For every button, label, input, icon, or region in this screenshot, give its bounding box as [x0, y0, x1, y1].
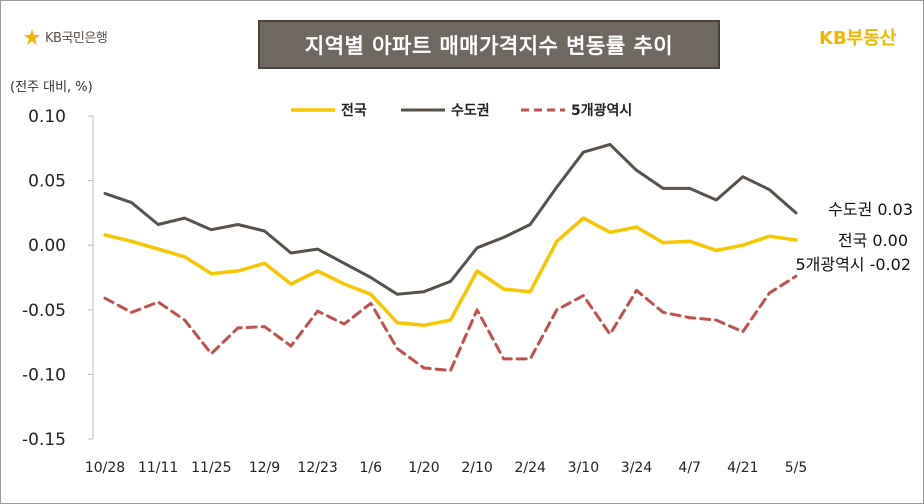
x-tick-label: 3/24: [621, 460, 653, 476]
x-tick-label: 12/9: [249, 460, 280, 476]
legend-label-2: 5개광역시: [571, 102, 632, 119]
series-line-0: [103, 216, 798, 328]
title-box: 지역별 아파트 매매가격지수 변동률 추이: [258, 20, 720, 69]
star-icon: [24, 28, 40, 45]
series-line-2: [103, 274, 798, 372]
kb-bank-logo: KB국민은행: [23, 27, 108, 46]
y-tick-label: 0.00: [28, 236, 66, 256]
y-axis-unit-label: (전주 대비, %): [10, 80, 93, 95]
y-tick-label: 0.05: [28, 172, 66, 192]
end-label-1: 수도권 0.03: [828, 200, 913, 219]
x-tick-label: 4/7: [678, 460, 701, 476]
kb-realestate-logo: KB부동산: [819, 28, 897, 49]
series-line-1: [103, 142, 798, 296]
y-tick-label: -0.05: [22, 301, 66, 321]
x-tick-label: 4/21: [727, 460, 758, 476]
x-tick-label: 10/28: [85, 460, 125, 476]
x-tick-label: 1/6: [360, 460, 383, 476]
x-tick-label: 1/20: [408, 460, 439, 476]
legend-label-1: 수도권: [451, 103, 490, 119]
chart-title: 지역별 아파트 매매가격지수 변동률 추이: [304, 33, 674, 58]
legend-label-0: 전국: [341, 102, 367, 119]
x-tick-label: 3/10: [568, 460, 599, 476]
x-tick-label: 2/10: [461, 460, 492, 476]
end-label-2: 5개광역시 -0.02: [795, 255, 911, 274]
x-tick-label: 2/24: [515, 460, 547, 476]
y-tick-label: -0.10: [22, 365, 66, 385]
y-tick-label: 0.10: [28, 107, 66, 127]
x-tick-label: 11/11: [138, 460, 178, 476]
y-tick-label: -0.15: [22, 430, 66, 450]
x-tick-label: 12/23: [297, 460, 337, 476]
kb-bank-logo-text: KB국민은행: [45, 31, 108, 46]
x-tick-label: 5/5: [785, 460, 808, 476]
end-label-0: 전국 0.00: [838, 231, 908, 250]
x-tick-label: 11/25: [191, 460, 231, 476]
